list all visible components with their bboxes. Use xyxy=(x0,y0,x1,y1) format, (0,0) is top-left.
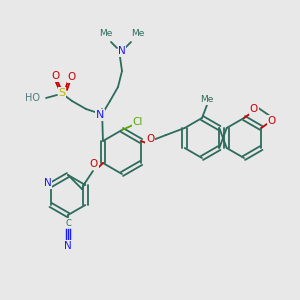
Text: N: N xyxy=(118,46,126,56)
Text: N: N xyxy=(96,110,104,120)
Text: HO: HO xyxy=(25,93,40,103)
Text: C: C xyxy=(65,218,71,227)
Text: O: O xyxy=(146,134,154,144)
Text: N: N xyxy=(44,178,52,188)
Text: Cl: Cl xyxy=(133,117,143,127)
Text: O: O xyxy=(250,104,258,114)
Text: S: S xyxy=(58,88,66,98)
Text: Me: Me xyxy=(200,95,214,104)
Text: Me: Me xyxy=(99,28,113,38)
Text: Me: Me xyxy=(131,28,145,38)
Text: O: O xyxy=(51,71,59,81)
Text: O: O xyxy=(267,116,275,126)
Text: O: O xyxy=(90,159,98,169)
Text: O: O xyxy=(68,72,76,82)
Text: N: N xyxy=(64,241,72,251)
